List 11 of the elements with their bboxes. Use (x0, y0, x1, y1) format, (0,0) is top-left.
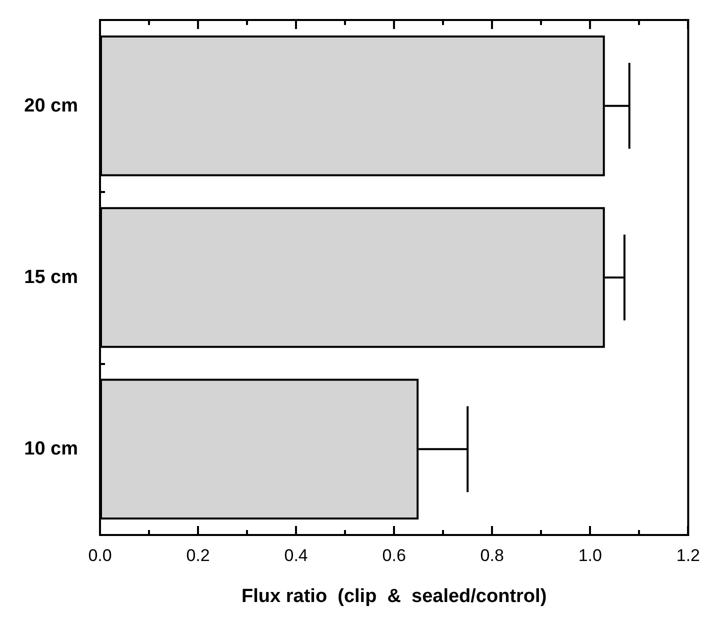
x-axis-title: Flux ratio (clip & sealed/control) (242, 586, 547, 607)
y-tick-label: 20 cm (24, 95, 78, 116)
x-tick-label: 0.2 (186, 546, 210, 565)
x-tick-label: 0.6 (382, 546, 406, 565)
y-tick-label: 15 cm (24, 267, 78, 288)
x-tick-label: 1.2 (676, 546, 700, 565)
x-tick-label: 0.4 (284, 546, 308, 565)
y-tick-label: 10 cm (24, 438, 78, 460)
x-tick-label: 0.0 (88, 546, 112, 565)
x-tick-label: 0.8 (480, 546, 504, 565)
x-tick-label: 1.0 (578, 546, 602, 565)
